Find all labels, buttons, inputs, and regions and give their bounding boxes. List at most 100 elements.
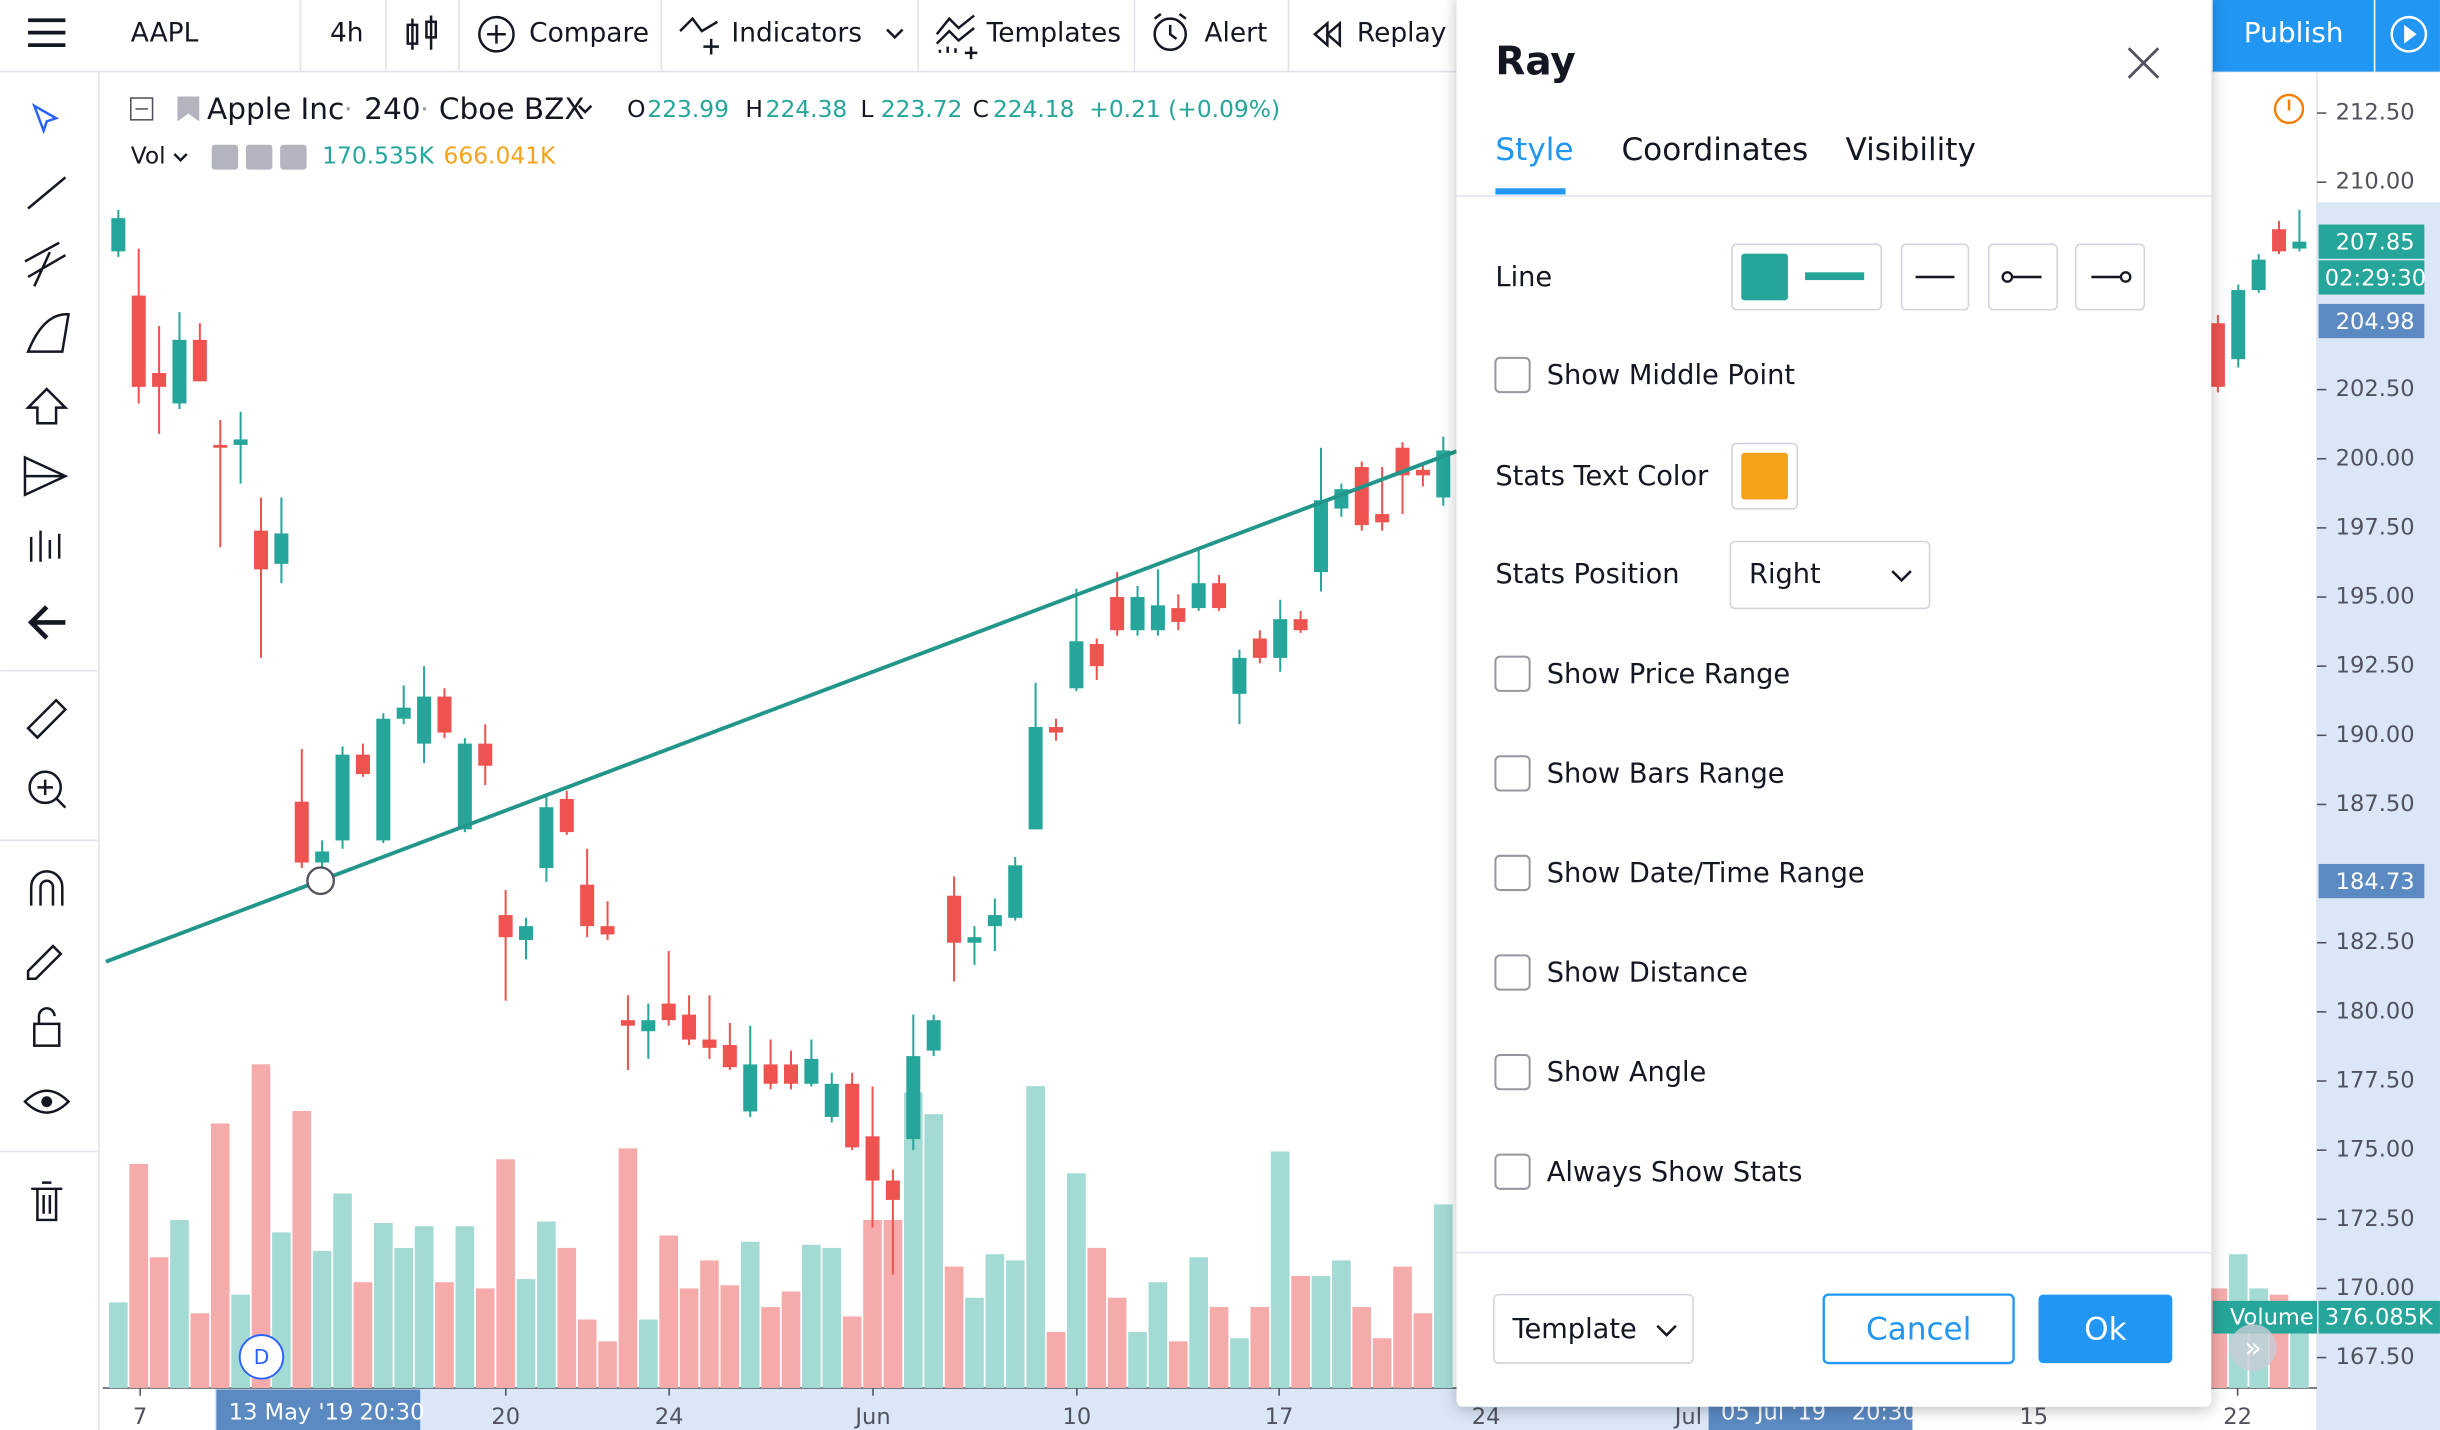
candle-body	[661, 1003, 676, 1021]
symbol-search[interactable]: AAPL	[131, 18, 199, 49]
alert-icon[interactable]	[1153, 17, 1188, 52]
checkbox[interactable]	[1494, 854, 1531, 892]
volume-bar	[1168, 1341, 1188, 1388]
scroll-right-button[interactable]	[2229, 1324, 2277, 1371]
checkbox[interactable]	[1494, 954, 1531, 991]
checkbox-label[interactable]: Show Price Range	[1547, 659, 1790, 690]
volume-bar	[1332, 1260, 1351, 1388]
checkbox[interactable]	[1494, 356, 1531, 394]
lock-tool[interactable]	[33, 1022, 61, 1047]
checkbox[interactable]	[1494, 655, 1531, 692]
stream-button[interactable]	[2390, 15, 2428, 53]
indicators-chevron[interactable]	[886, 28, 904, 40]
tab-coordinates[interactable]: Coordinates	[1621, 132, 1808, 168]
replay-icon[interactable]	[1313, 20, 1342, 48]
candle-body	[519, 926, 534, 940]
brush-tool[interactable]	[26, 313, 70, 353]
volume-bar	[1291, 1275, 1310, 1388]
zoom-tool-detail	[37, 779, 67, 809]
zoom-tool[interactable]	[28, 770, 62, 805]
alert-button[interactable]: Alert	[1204, 18, 1267, 49]
x-tick-label: 10	[1062, 1404, 1091, 1430]
separator: ·	[420, 94, 428, 125]
remove-tool[interactable]	[31, 1181, 63, 1222]
candle-body	[947, 895, 962, 943]
trend-line-tool[interactable]	[27, 176, 67, 210]
magnet-tool[interactable]	[29, 870, 64, 906]
candle-body	[682, 1014, 697, 1040]
ok-button[interactable]	[2038, 1294, 2173, 1364]
axes: 212.50 210.00 202.50 200.00 197.50 195.00 192.…	[133, 100, 2440, 1430]
candle-body	[1110, 597, 1125, 631]
arrow-tool[interactable]	[25, 387, 69, 425]
candle-body	[1089, 644, 1104, 667]
template-label: Template	[1512, 1314, 1637, 1345]
checkbox-label[interactable]: Show Date/Time Range	[1547, 858, 1865, 889]
checkbox-label[interactable]: Always Show Stats	[1547, 1157, 1803, 1188]
volume-bar	[251, 1064, 271, 1388]
compare-button[interactable]: Compare	[529, 18, 649, 49]
line-width-sample	[1805, 272, 1865, 281]
indicators-icon[interactable]	[679, 16, 719, 55]
replay-button[interactable]: Replay	[1357, 18, 1446, 49]
hide-tool[interactable]	[23, 1089, 71, 1114]
indicators-button[interactable]: Indicators	[731, 18, 862, 49]
candle-body	[2231, 290, 2246, 360]
ray-anchor[interactable]	[306, 866, 336, 896]
settings-icon[interactable]	[245, 144, 273, 170]
time-label: 20:30	[360, 1399, 425, 1425]
template-select[interactable]	[1493, 1293, 1694, 1364]
cancel-button[interactable]	[1822, 1293, 2015, 1365]
back-tool[interactable]	[27, 605, 66, 640]
stay-drawing-tool[interactable]	[26, 944, 63, 980]
y-tick-label: 180.00	[2336, 998, 2415, 1024]
session-marker-label: D	[254, 1345, 270, 1369]
checkbox-label[interactable]: Show Distance	[1547, 958, 1748, 989]
candle-body	[294, 801, 309, 863]
templates-button[interactable]: Templates	[986, 18, 1121, 49]
line-label: Line	[1495, 262, 1552, 293]
compare-icon[interactable]	[478, 15, 515, 53]
pattern-tool[interactable]	[23, 455, 69, 497]
volume-bar	[475, 1288, 495, 1388]
checkbox[interactable]	[1494, 755, 1531, 792]
checkbox[interactable]	[1494, 1053, 1531, 1091]
menu-button[interactable]	[28, 18, 66, 47]
exchange-chevron	[578, 104, 593, 114]
checkbox-label[interactable]: Show Middle Point	[1547, 360, 1796, 391]
templates-icon[interactable]	[935, 14, 978, 60]
ruler-tool[interactable]	[26, 698, 68, 740]
line-color-swatch[interactable]	[1741, 253, 1788, 301]
checkbox-label[interactable]: Show Angle	[1547, 1057, 1707, 1088]
checkbox[interactable]	[1494, 1153, 1531, 1190]
candle-body	[233, 439, 248, 445]
right-end-icon-dot	[2119, 271, 2132, 283]
publish-button-bg[interactable]	[2212, 0, 2440, 72]
cursor-tool[interactable]	[31, 103, 60, 135]
volume-bar	[1128, 1331, 1147, 1388]
remove-icon[interactable]	[280, 144, 307, 170]
session-marker[interactable]	[238, 1334, 285, 1380]
eye-icon[interactable]	[211, 144, 239, 170]
interval-button[interactable]: 4h	[330, 18, 364, 49]
checkbox-label[interactable]: Show Bars Range	[1547, 758, 1785, 789]
publish-button[interactable]: Publish	[2244, 16, 2344, 49]
volume-bar	[190, 1313, 210, 1388]
exchange[interactable]: Cboe BZX	[439, 92, 585, 126]
tab-visibility[interactable]: Visibility	[1846, 132, 1976, 168]
prediction-tool[interactable]	[29, 530, 61, 562]
volume-bar	[516, 1279, 536, 1388]
volume-bar	[598, 1341, 617, 1388]
stats-position-value: Right	[1749, 559, 1821, 590]
candle-body	[1048, 727, 1063, 733]
stats-color-swatch[interactable]	[1741, 452, 1788, 500]
chart-style-button[interactable]	[406, 15, 438, 50]
candle-body	[417, 696, 432, 744]
fib-tool[interactable]	[24, 241, 67, 287]
collapse-button[interactable]	[129, 97, 154, 121]
stream-icon	[2404, 24, 2417, 44]
close-button[interactable]	[2127, 47, 2160, 79]
stats-position-select[interactable]	[1729, 540, 1931, 610]
tab-style[interactable]: Style	[1495, 132, 1573, 168]
warning-icon[interactable]	[2273, 93, 2305, 125]
